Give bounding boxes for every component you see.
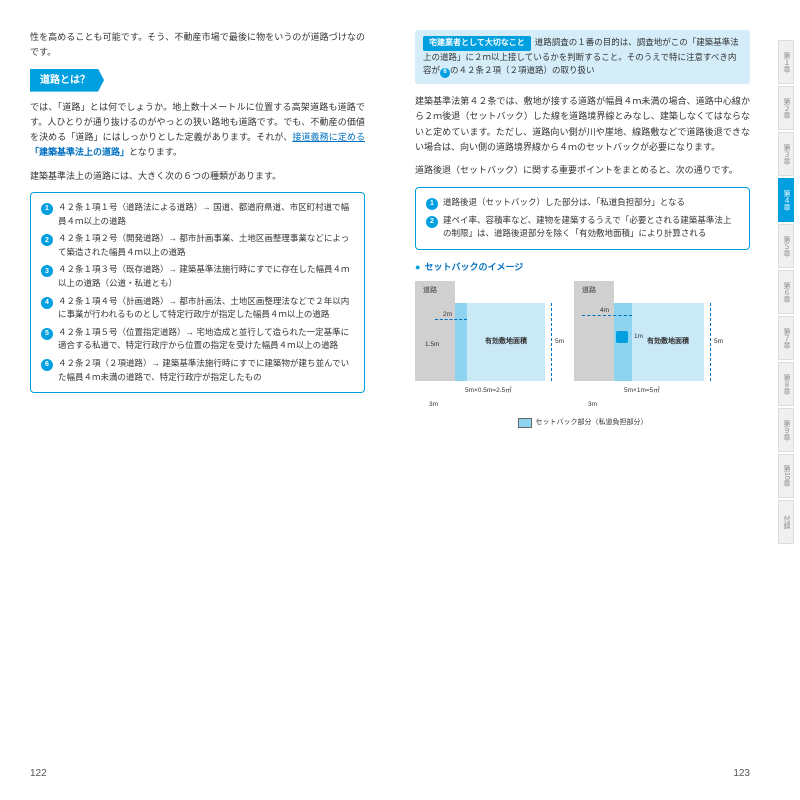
chapter-tab[interactable]: 第１章 [778, 40, 794, 84]
body-para-1: では、「道路」とは何でしょうか。地上数十メートルに位置する高架道路も道路です。人… [30, 100, 365, 161]
list-item: 2建ペイ率、容積率など、建物を建築するうえで「必要とされる建築基準法上の制限」は… [426, 214, 739, 241]
list-item: 3４２条１項３号（既存道路）→ 建築基準法施行時にすでに存在した幅員４ｍ以上の道… [41, 263, 354, 290]
list-number: 2 [426, 216, 438, 228]
chapter-tab[interactable]: 付録 [778, 500, 794, 544]
chapter-tab[interactable]: 第10章 [778, 454, 794, 498]
highlight-label: 宅建業者として大切なこと [423, 36, 531, 51]
list-number: 3 [41, 265, 53, 277]
list-item: 6４２条２項（２項道路）→ 建築基準法施行時にすでに建築物が建ち並んでいた幅員４… [41, 357, 354, 384]
list-number: 1 [41, 203, 53, 215]
list-number: 1 [426, 198, 438, 210]
highlight-box: 宅建業者として大切なこと道路調査の１番の目的は、調査地がこの「建築基準法上の道路… [415, 30, 750, 84]
list-number: 4 [41, 297, 53, 309]
list-item: 4４２条１項４号（計画道路）→ 都市計画法、土地区画整理法などで２年以内に事業が… [41, 295, 354, 322]
list-item: 2４２条１項２号（開発道路）→ 都市計画事業、土地区画整理事業などによって築造さ… [41, 232, 354, 259]
setback-diagram: 道路 有効敷地面積 2m 1.5m 5m 5m×0.5m=2.5㎡ 3m 道路 … [415, 281, 750, 411]
section-heading: 道路とは？ [30, 69, 104, 92]
body-para-r1: 建築基準法第４２条では、敷地が接する道路が幅員４ｍ未満の場合、道路中心線から２ｍ… [415, 94, 750, 155]
chapter-tab[interactable]: 第６章 [778, 270, 794, 314]
chapter-tab[interactable]: 第５章 [778, 224, 794, 268]
diagram-left: 道路 有効敷地面積 2m 1.5m 5m 5m×0.5m=2.5㎡ 3m [415, 281, 560, 411]
list-number: 2 [41, 234, 53, 246]
chapter-tab[interactable]: 第４章 [778, 178, 794, 222]
list-number: 6 [41, 359, 53, 371]
page-left: 性を高めることも可能です。そう、不動産市場で最後に物をいうのが道路づけなのです。… [0, 0, 390, 800]
diagram-right: 道路 有効敷地面積 4m 1m 5m 5m×1m=5㎡ 3m [574, 281, 719, 411]
land-area: 有効敷地面積 [467, 303, 545, 381]
chapter-tab[interactable]: 第８章 [778, 362, 794, 406]
chapter-tab[interactable]: 第９章 [778, 408, 794, 452]
page-right: 宅建業者として大切なこと道路調査の１番の目的は、調査地がこの「建築基準法上の道路… [390, 0, 780, 800]
page-number: 122 [30, 765, 47, 782]
road-types-list: 1４２条１項１号（道路法による道路）→ 国道、都道府県道、市区町村道で幅員４ｍ以… [30, 192, 365, 393]
setback-area [455, 303, 467, 381]
list-number: 5 [41, 328, 53, 340]
diagram-legend: セットバック部分（私道負担部分） [415, 417, 750, 429]
setback-points-list: 1道路後退（セットバック）した部分は、「私道負担部分」となる 2建ペイ率、容積率な… [415, 187, 750, 250]
chapter-tab[interactable]: 第２章 [778, 86, 794, 130]
setback-marker [616, 331, 628, 343]
list-item: 5４２条１項５号（位置指定道路）→ 宅地造成と並行して造られた一定基準に適合する… [41, 326, 354, 353]
diagram-title: セットバックのイメージ [415, 260, 750, 275]
chapter-tab[interactable]: 第３章 [778, 132, 794, 176]
list-item: 1道路後退（セットバック）した部分は、「私道負担部分」となる [426, 196, 739, 210]
chapter-tab[interactable]: 第７章 [778, 316, 794, 360]
ref-circle: 6 [440, 68, 450, 78]
body-para-r2: 道路後退（セットバック）に関する重要ポイントをまとめると、次の通りです。 [415, 163, 750, 178]
body-para-2: 建築基準法上の道路には、大きく次の６つの種類があります。 [30, 169, 365, 184]
chapter-tabs: 第１章第２章第３章第４章第５章第６章第７章第８章第９章第10章付録 [778, 40, 800, 546]
page-number: 123 [733, 765, 750, 782]
intro-para: 性を高めることも可能です。そう、不動産市場で最後に物をいうのが道路づけなのです。 [30, 30, 365, 61]
list-item: 1４２条１項１号（道路法による道路）→ 国道、都道府県道、市区町村道で幅員４ｍ以… [41, 201, 354, 228]
